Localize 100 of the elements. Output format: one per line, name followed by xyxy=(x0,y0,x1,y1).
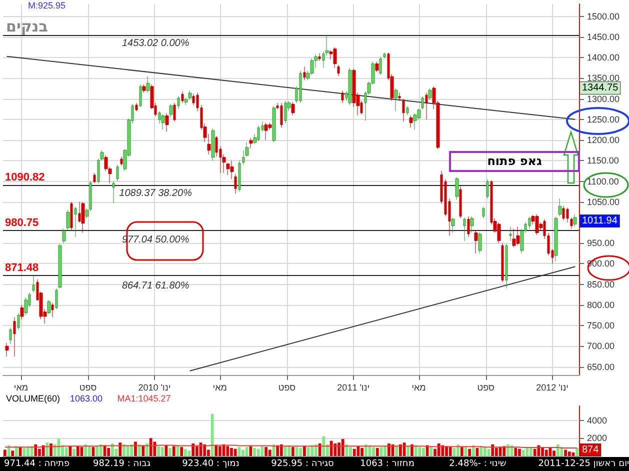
y-tick-label: 700.00 xyxy=(587,341,615,352)
candlestick xyxy=(348,68,352,106)
candlestick xyxy=(303,66,306,81)
candlestick xyxy=(264,122,268,140)
candlestick xyxy=(32,275,35,293)
bar xyxy=(134,442,137,456)
bar xyxy=(376,448,379,456)
bar xyxy=(514,448,518,456)
candlestick xyxy=(451,217,455,234)
x-tick-label: ספט xyxy=(79,382,97,392)
candlestick xyxy=(272,106,276,142)
candlestick xyxy=(112,181,115,204)
bar xyxy=(576,448,579,456)
candlestick xyxy=(257,125,260,142)
bar xyxy=(3,450,6,456)
y-tick-label: 4000 xyxy=(587,415,608,426)
bar xyxy=(334,444,337,456)
candlestick xyxy=(463,217,466,242)
bar xyxy=(214,445,218,456)
bar xyxy=(153,442,156,456)
bar xyxy=(157,446,160,456)
candlestick xyxy=(9,327,12,344)
bar xyxy=(541,448,544,456)
bar xyxy=(76,446,80,456)
y-tick-label: 1100.00 xyxy=(587,176,619,186)
x-tick-label: מאי xyxy=(212,382,227,392)
candlestick xyxy=(421,96,424,110)
candlestick xyxy=(554,216,558,262)
candlestick xyxy=(413,112,417,130)
bar xyxy=(372,447,375,456)
bar xyxy=(345,444,348,456)
bar xyxy=(460,447,464,456)
x-tick-label: ינו' 2012 xyxy=(536,382,569,392)
candlestick xyxy=(341,90,344,104)
bar xyxy=(46,442,49,456)
y-tick-label: 850.00 xyxy=(587,279,615,290)
bar xyxy=(448,447,452,456)
bar xyxy=(238,447,241,456)
candlestick xyxy=(47,300,51,314)
bar xyxy=(352,448,356,456)
candlestick xyxy=(55,288,58,310)
candlestick xyxy=(566,207,569,223)
candlestick xyxy=(459,186,462,219)
candlestick xyxy=(74,206,77,238)
candlestick xyxy=(516,226,520,246)
y-tick-label: 800.00 xyxy=(587,300,615,310)
annotation: 1453.02 0.00% xyxy=(122,38,190,50)
bar xyxy=(384,446,387,456)
bar xyxy=(349,447,352,456)
ref-line-label: 980.75 xyxy=(5,216,39,229)
bar xyxy=(280,444,283,456)
candlestick xyxy=(509,226,512,242)
text: MA1:1045.27 xyxy=(117,394,171,404)
candlestick xyxy=(337,64,340,76)
y-tick-label: 650.00 xyxy=(587,362,615,372)
bar xyxy=(506,444,510,456)
bar xyxy=(422,448,425,456)
bar xyxy=(303,446,306,456)
candlestick xyxy=(512,228,516,248)
y-tick-label: 950.00 xyxy=(587,238,615,248)
y-tick-label: 1250.00 xyxy=(587,114,620,124)
callout-box: גאפ פתוח xyxy=(449,151,580,172)
bar xyxy=(406,446,410,456)
bar xyxy=(50,444,52,456)
y-tick-label: 1050.00 xyxy=(587,196,620,207)
candlestick xyxy=(234,174,237,194)
candlestick xyxy=(181,91,184,104)
y-tick-label: 1400.00 xyxy=(587,52,620,63)
text: 1011.94 xyxy=(582,216,618,226)
bar xyxy=(130,444,134,456)
bar xyxy=(242,450,244,456)
candlestick xyxy=(161,114,165,130)
bar xyxy=(322,436,326,456)
candlestick xyxy=(280,102,283,128)
bar xyxy=(268,450,272,456)
bar xyxy=(341,439,344,456)
candlestick xyxy=(409,115,413,128)
candlestick xyxy=(467,216,470,238)
candlestick xyxy=(482,206,485,219)
candlestick xyxy=(486,178,489,199)
bar xyxy=(495,448,498,456)
bar xyxy=(168,448,172,456)
text: 1344.75 xyxy=(582,82,619,94)
status-bar: פתיחה : 971.44 גבוה : 982.19 נמוך : 923.40 סגירה : 925.95 מחזור : 1063 שינוי : -2.48% יום ראשון 2011-12-25 xyxy=(0,457,629,471)
bar xyxy=(437,444,440,456)
y-tick-label: 1300.00 xyxy=(587,94,620,104)
bar xyxy=(226,446,230,456)
bar xyxy=(483,447,486,456)
bar xyxy=(192,444,195,456)
candlestick xyxy=(375,61,379,72)
y-tick-label: 1450.00 xyxy=(587,32,620,42)
chart-title: VOLUME(60) xyxy=(6,394,60,404)
y-tick-label: 750.00 xyxy=(587,320,615,331)
bar xyxy=(107,448,110,456)
bar xyxy=(360,448,364,456)
candlestick xyxy=(139,84,142,108)
annotation: 864.71 61.80% xyxy=(122,280,190,292)
bar xyxy=(38,448,41,456)
candlestick xyxy=(497,222,501,244)
candlestick xyxy=(173,102,176,122)
